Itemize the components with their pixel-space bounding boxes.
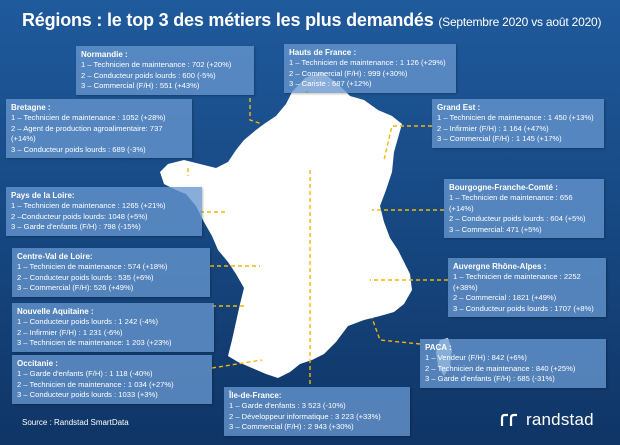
region-box-occitanie: Occitanie : 1 – Garde d'enfants (F/H) : … — [12, 355, 212, 404]
region-line: 1 – Garde d'enfants : 3 523 (-10%) — [229, 401, 346, 410]
region-line: 1 – Technicien de maintenance : 1 126 (+… — [289, 58, 446, 67]
region-name: Centre-Val de Loire: — [17, 252, 93, 261]
region-line: 2 – Technicien de maintenance : 840 (+25… — [425, 363, 576, 373]
region-line: 3 – Conducteur poids lourds : 1707 (+8%) — [453, 303, 594, 313]
region-line: 1 – Technicien de maintenance : 574 (+18… — [17, 262, 168, 271]
brand-name: randstad — [526, 410, 594, 429]
region-box-ile-de-france: Île-de-France: 1 – Garde d'enfants : 3 5… — [224, 387, 410, 436]
region-name: Occitanie : — [17, 359, 58, 368]
region-line: 3 – Commercial (F/H) : 1 145 (+17%) — [437, 134, 562, 144]
region-line: 3 – Conducteur poids lourds : 1033 (+3%) — [17, 390, 158, 400]
region-line: 2 – Infirmier (F/H) : 1 231 (-6%) — [17, 327, 123, 337]
title-main: Régions : le top 3 des métiers les plus … — [22, 10, 434, 30]
region-line: 1 – Technicien de maintenance : 1265 (+2… — [11, 201, 166, 210]
region-line: 3 – Commercial: 471 (+5%) — [449, 224, 542, 234]
region-line: 2 – Conducteur poids lourds : 600 (-5%) — [81, 70, 216, 80]
region-line: 3 – Garde d'enfants (F/H) : 685 (-31%) — [425, 374, 555, 384]
region-line: 1 – Technicien de maintenance : 2252 (+3… — [453, 272, 581, 292]
region-name: Hauts de France : — [289, 48, 357, 57]
region-line: 2 – Technicien de maintenance : 1 034 (+… — [17, 379, 174, 389]
region-box-normandie: Normandie : 1 – Technicien de maintenanc… — [76, 46, 254, 95]
region-box-bourgogne-franche-comte: Bourgogne-Franche-Comté : 1 – Technicien… — [444, 179, 604, 239]
region-box-nouvelle-aquitaine: Nouvelle Aquitaine : 1 – Conducteur poid… — [12, 303, 214, 352]
connector-grand-est — [383, 125, 432, 161]
region-line: 1 – Technicien de maintenance : 656 (+14… — [449, 193, 573, 213]
region-line: 2 – Commercial (F/H) : 999 (+30%) — [289, 68, 408, 78]
region-name: Bretagne : — [11, 103, 51, 112]
region-box-pays-de-la-loire: Pays de la Loire: 1 – Technicien de main… — [6, 187, 202, 236]
region-line: 3 – Cariste : 687 (+12%) — [289, 79, 372, 89]
region-line: 3 – Commercial (F/H) : 2 943 (+30%) — [229, 422, 354, 432]
brand-logo: randstad — [500, 410, 594, 430]
region-name: Grand Est : — [437, 103, 481, 112]
region-name: Normandie : — [81, 50, 128, 59]
region-box-grand-est: Grand Est : 1 – Technicien de maintenanc… — [432, 99, 604, 148]
region-line: 3 – Conducteur poids lourds : 689 (-3%) — [11, 144, 146, 154]
page-title: Régions : le top 3 des métiers les plus … — [22, 10, 612, 31]
region-line: 2 –Conducteur poids lourds: 1048 (+5%) — [11, 211, 148, 221]
region-box-bretagne: Bretagne : 1 – Technicien de maintenance… — [6, 99, 192, 159]
region-line: 3 – Commercial (F/H): 526 (+49%) — [17, 283, 134, 293]
region-line: 2 – Agent de production agroalimentaire:… — [11, 123, 163, 144]
region-line: 1 – Garde d'enfants (F/H) : 1 118 (-40%) — [17, 369, 153, 378]
randstad-logo-icon — [500, 413, 517, 426]
region-line: 3 – Technicien de maintenance: 1 203 (+2… — [17, 338, 172, 348]
region-box-auvergne-rhone-alpes: Auvergne Rhône-Alpes : 1 – Technicien de… — [448, 258, 606, 318]
region-line: 2 – Infirmier (F/H) : 1 164 (+47%) — [437, 123, 549, 133]
region-name: Pays de la Loire: — [11, 191, 75, 200]
source-note: Source : Randstad SmartData — [22, 418, 129, 427]
region-box-paca: PACA : 1 – Vendeur (F/H) : 842 (+6%) 2 –… — [420, 339, 606, 388]
region-name: Nouvelle Aquitaine : — [17, 307, 94, 316]
region-line: 1 – Conducteur poids lourds : 1 242 (-4%… — [17, 317, 158, 326]
region-line: 2 – Développeur informatique : 3 223 (+3… — [229, 411, 381, 421]
connector-occitanie — [211, 359, 263, 369]
connector-normandie — [249, 98, 263, 125]
region-name: Bourgogne-Franche-Comté : — [449, 183, 558, 192]
title-period: (Septembre 2020 vs août 2020) — [438, 15, 602, 29]
region-line: 1 – Technicien de maintenance : 1052 (+2… — [11, 113, 166, 122]
region-name: PACA : — [425, 343, 452, 352]
region-line: 2 – Commercial : 1821 (+49%) — [453, 293, 557, 303]
region-name: Île-de-France: — [229, 391, 282, 400]
region-line: 1 – Technicien de maintenance : 702 (+20… — [81, 60, 232, 69]
connector-paca — [371, 317, 421, 345]
region-box-hauts-de-france: Hauts de France : 1 – Technicien de main… — [284, 44, 456, 93]
region-name: Auvergne Rhône-Alpes : — [453, 262, 547, 271]
region-line: 3 – Garde d'enfants (F/H) : 798 (-15%) — [11, 222, 141, 232]
france-mainland-shape — [160, 72, 412, 378]
region-line: 2 – Conducteur poids lourds : 535 (+6%) — [17, 272, 154, 282]
region-line: 2 – Conducteur poids lourds : 604 (+5%) — [449, 214, 586, 224]
region-line: 1 – Technicien de maintenance : 1 450 (+… — [437, 113, 594, 122]
region-box-centre-val-de-loire: Centre-Val de Loire: 1 – Technicien de m… — [12, 248, 210, 297]
region-line: 3 – Commercial (F/H) : 551 (+43%) — [81, 81, 200, 91]
region-line: 1 – Vendeur (F/H) : 842 (+6%) — [425, 353, 527, 362]
